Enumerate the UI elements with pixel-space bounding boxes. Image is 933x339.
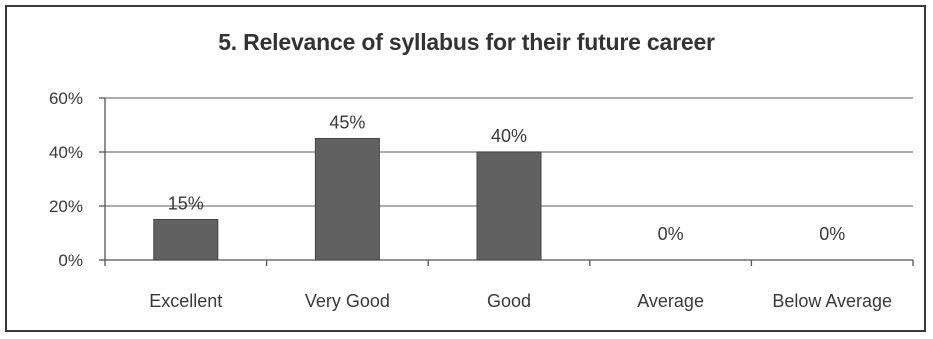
- data-label: 40%: [491, 126, 527, 146]
- bar: [154, 220, 218, 261]
- y-tick-label: 40%: [49, 143, 83, 162]
- x-tick-label: Very Good: [305, 291, 390, 311]
- data-label: 15%: [168, 194, 204, 214]
- y-tick-label: 60%: [49, 89, 83, 108]
- bar: [477, 152, 541, 260]
- x-tick-label: Good: [487, 291, 531, 311]
- y-tick-label: 20%: [49, 197, 83, 216]
- y-tick-label: 0%: [58, 251, 83, 270]
- data-label: 0%: [658, 224, 684, 244]
- x-tick-label: Excellent: [149, 291, 222, 311]
- x-tick-label: Below Average: [772, 291, 892, 311]
- bar: [315, 139, 379, 261]
- data-label: 0%: [819, 224, 845, 244]
- x-tick-label: Average: [637, 291, 704, 311]
- data-label: 45%: [329, 113, 365, 133]
